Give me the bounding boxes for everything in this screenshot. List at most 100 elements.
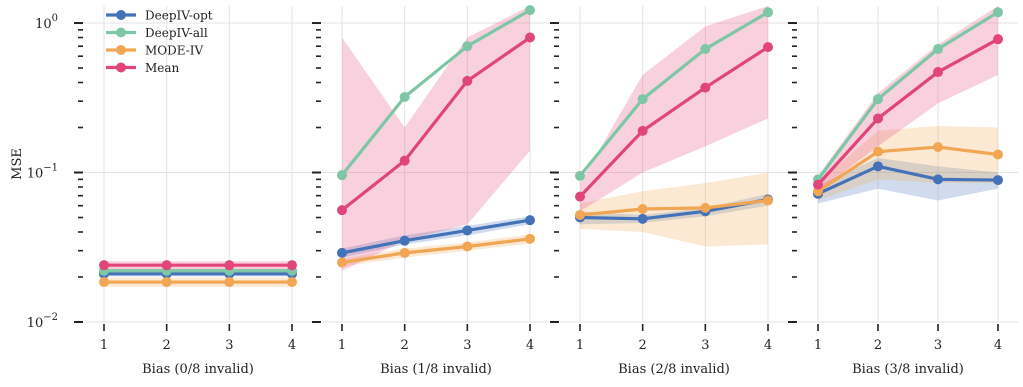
x-tick-label: 3 <box>225 338 233 353</box>
point-deepiv-opt <box>399 235 410 246</box>
point-deepiv-all <box>933 44 943 55</box>
legend-label: MODE-IV <box>145 44 204 58</box>
point-deepiv-opt <box>993 175 1003 186</box>
point-mode-iv <box>763 195 773 206</box>
legend-label: DeepIV-opt <box>145 9 213 23</box>
point-deepiv-all <box>575 170 585 181</box>
line-mode-iv <box>341 237 531 265</box>
point-deepiv-all <box>525 5 535 16</box>
legend-swatch-marker <box>116 27 126 38</box>
band-mean <box>342 6 530 271</box>
y-tick-base: 10 <box>35 17 52 32</box>
point-mode-iv <box>700 202 711 213</box>
y-tick-base: 10 <box>27 316 44 331</box>
point-mode-iv <box>873 146 883 157</box>
point-mode-iv <box>462 241 473 252</box>
point-mode-iv <box>161 277 172 288</box>
panel-4: 1 2 3 4 Bias (3/8 invalid) <box>788 6 1018 377</box>
point-deepiv-all <box>399 92 410 103</box>
point-mean <box>224 260 235 271</box>
legend-swatch-marker <box>116 10 126 20</box>
point-deepiv-all <box>763 7 773 18</box>
point-mean <box>161 260 172 271</box>
point-mode-iv <box>933 142 943 153</box>
legend: DeepIV-opt DeepIV-all MODE-IV Mean <box>106 9 213 75</box>
line-mode-iv <box>579 198 769 217</box>
y-tick-label: 100 <box>35 13 58 32</box>
panel-3: 1 2 3 4 Bias (2/8 invalid) <box>550 6 788 377</box>
point-mean <box>462 75 473 86</box>
point-deepiv-opt <box>525 215 535 226</box>
line-deepiv-all <box>816 10 999 181</box>
point-deepiv-opt <box>933 174 943 185</box>
point-mode-iv <box>993 149 1003 160</box>
point-mean <box>993 34 1003 45</box>
x-tick-label: 3 <box>463 338 471 353</box>
point-deepiv-all <box>637 94 648 105</box>
point-mode-iv <box>224 277 235 288</box>
line-mean <box>816 37 999 186</box>
legend-label: DeepIV-all <box>145 26 208 40</box>
x-tick-label: 1 <box>338 338 346 353</box>
point-mode-iv <box>525 233 535 244</box>
point-mean <box>637 125 648 136</box>
line-mode-iv <box>817 145 999 193</box>
point-mode-iv <box>337 257 347 268</box>
point-mode-iv <box>287 277 297 288</box>
x-tick-label: 1 <box>814 338 822 353</box>
x-tick-label: 1 <box>100 338 108 353</box>
band-deepiv-opt <box>818 158 998 204</box>
point-deepiv-opt <box>462 225 473 236</box>
point-mean <box>287 260 297 271</box>
point-mean <box>700 82 711 93</box>
point-mean <box>763 42 773 53</box>
y-tick-exponent: 0 <box>52 13 58 24</box>
point-mean <box>99 260 109 271</box>
x-tick-label: 4 <box>526 338 534 353</box>
point-deepiv-all <box>993 7 1003 18</box>
y-tick-label: 10−2 <box>27 312 58 331</box>
y-tick-label: 10−1 <box>27 163 58 182</box>
line-deepiv-all <box>578 10 769 177</box>
point-mode-iv <box>99 277 109 288</box>
point-deepiv-all <box>700 44 711 55</box>
y-tick-base: 10 <box>27 167 44 182</box>
band-mode-iv <box>818 125 998 201</box>
point-mean <box>525 32 535 43</box>
point-mean <box>873 113 883 124</box>
y-tick-exponent: −1 <box>43 163 58 174</box>
x-tick-label: 2 <box>163 338 171 353</box>
line-deepiv-opt <box>817 164 999 196</box>
x-tick-label: 3 <box>701 338 709 353</box>
line-mean <box>578 45 769 198</box>
x-tick-label: 4 <box>288 338 296 353</box>
x-axis-label: Bias (0/8 invalid) <box>142 362 254 377</box>
x-tick-label: 4 <box>994 338 1002 353</box>
point-deepiv-all <box>337 170 347 181</box>
point-mean <box>813 179 823 190</box>
point-deepiv-opt <box>637 213 648 224</box>
legend-swatch-marker <box>116 62 126 73</box>
point-mode-iv <box>575 209 585 220</box>
x-tick-label: 4 <box>764 338 772 353</box>
point-mean <box>337 205 347 216</box>
x-tick-label: 3 <box>934 338 942 353</box>
line-mean <box>341 36 531 212</box>
band-deepiv-opt <box>580 193 768 225</box>
x-tick-label: 2 <box>639 338 647 353</box>
point-deepiv-all <box>462 41 473 52</box>
panel-2: 1 2 3 4 Bias (1/8 invalid) <box>312 5 550 377</box>
x-axis-label: Bias (2/8 invalid) <box>618 362 730 377</box>
point-mode-iv <box>399 247 410 258</box>
line-deepiv-opt <box>341 218 531 255</box>
point-deepiv-all <box>873 94 883 105</box>
point-mean <box>933 67 943 78</box>
line-deepiv-all <box>340 8 531 177</box>
legend-label: Mean <box>145 61 180 75</box>
legend-swatch-marker <box>116 45 126 55</box>
point-deepiv-opt <box>337 247 347 258</box>
point-mean <box>575 191 585 202</box>
x-tick-label: 1 <box>576 338 584 353</box>
band-mean <box>818 6 998 192</box>
